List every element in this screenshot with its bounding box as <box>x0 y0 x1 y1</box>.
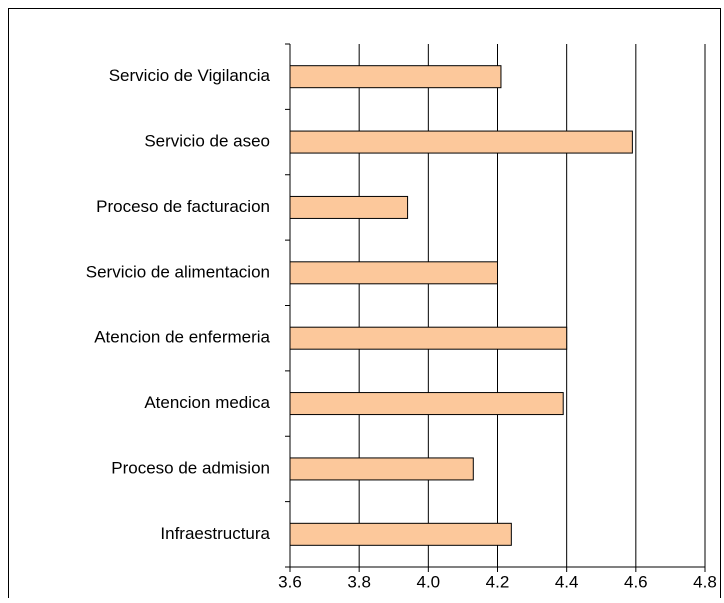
x-tick-label: 4.4 <box>555 572 579 591</box>
bar <box>289 326 568 350</box>
y-tick-label: Infraestructura <box>160 524 270 543</box>
y-tick-label: Servicio de Vigilancia <box>109 66 271 85</box>
bar <box>289 130 633 154</box>
y-tick-label: Proceso de admision <box>111 458 270 477</box>
y-tick-label: Proceso de facturacion <box>96 197 270 216</box>
x-tick-label: 4.0 <box>417 572 441 591</box>
bar <box>289 261 498 285</box>
x-tick-label: 3.6 <box>278 572 302 591</box>
x-tick-label: 4.6 <box>624 572 648 591</box>
y-tick-label: Atencion de enfermeria <box>94 328 270 347</box>
x-tick-label: 3.8 <box>347 572 371 591</box>
bar <box>289 392 564 416</box>
bar <box>289 195 409 219</box>
y-tick-label: Atencion medica <box>144 393 270 412</box>
y-tick-label: Servicio de alimentacion <box>86 262 270 281</box>
x-tick-label: 4.8 <box>693 572 717 591</box>
bar <box>289 457 474 481</box>
bar <box>289 65 502 89</box>
y-tick-label: Servicio de aseo <box>144 132 270 151</box>
bar <box>289 522 512 546</box>
chart-frame <box>8 8 721 603</box>
x-tick-label: 4.2 <box>486 572 510 591</box>
